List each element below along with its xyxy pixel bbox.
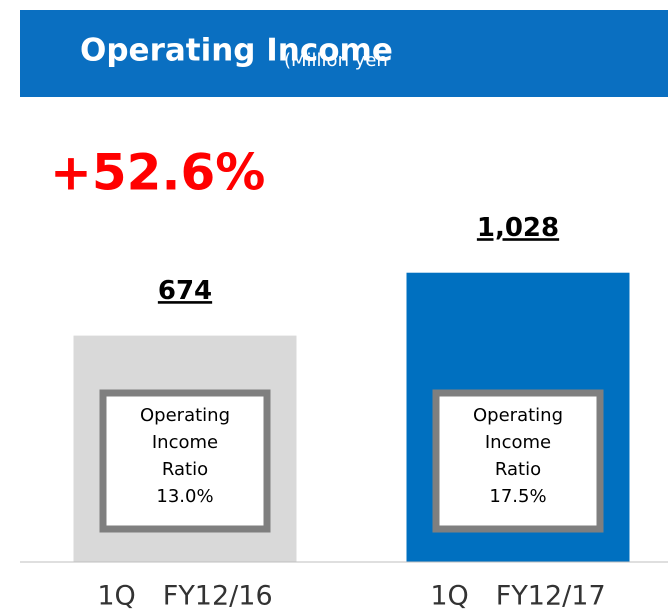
annotation: +52.6% xyxy=(50,144,265,202)
ratio-title: Ratio xyxy=(162,459,208,480)
ratio-label: 17.5% xyxy=(489,486,546,507)
value-label: 674 xyxy=(158,276,212,306)
x-tick-label: 1Q FY12/16 xyxy=(97,581,272,612)
ratio-title: Income xyxy=(485,432,551,453)
chart-subtitle: (Million yen xyxy=(284,50,388,71)
chart-title: Operating Income xyxy=(80,33,393,69)
ratio-label: 13.0% xyxy=(156,486,213,507)
ratio-title: Ratio xyxy=(495,459,541,480)
ratio-title: Income xyxy=(152,432,218,453)
ratio-title: Operating xyxy=(140,405,230,426)
ratio-box xyxy=(432,389,604,533)
value-label: 1,028 xyxy=(477,213,559,243)
ratio-box xyxy=(99,389,271,533)
x-tick-label: 1Q FY12/17 xyxy=(430,581,605,612)
header-band xyxy=(20,10,668,97)
ratio-title: Operating xyxy=(473,405,563,426)
